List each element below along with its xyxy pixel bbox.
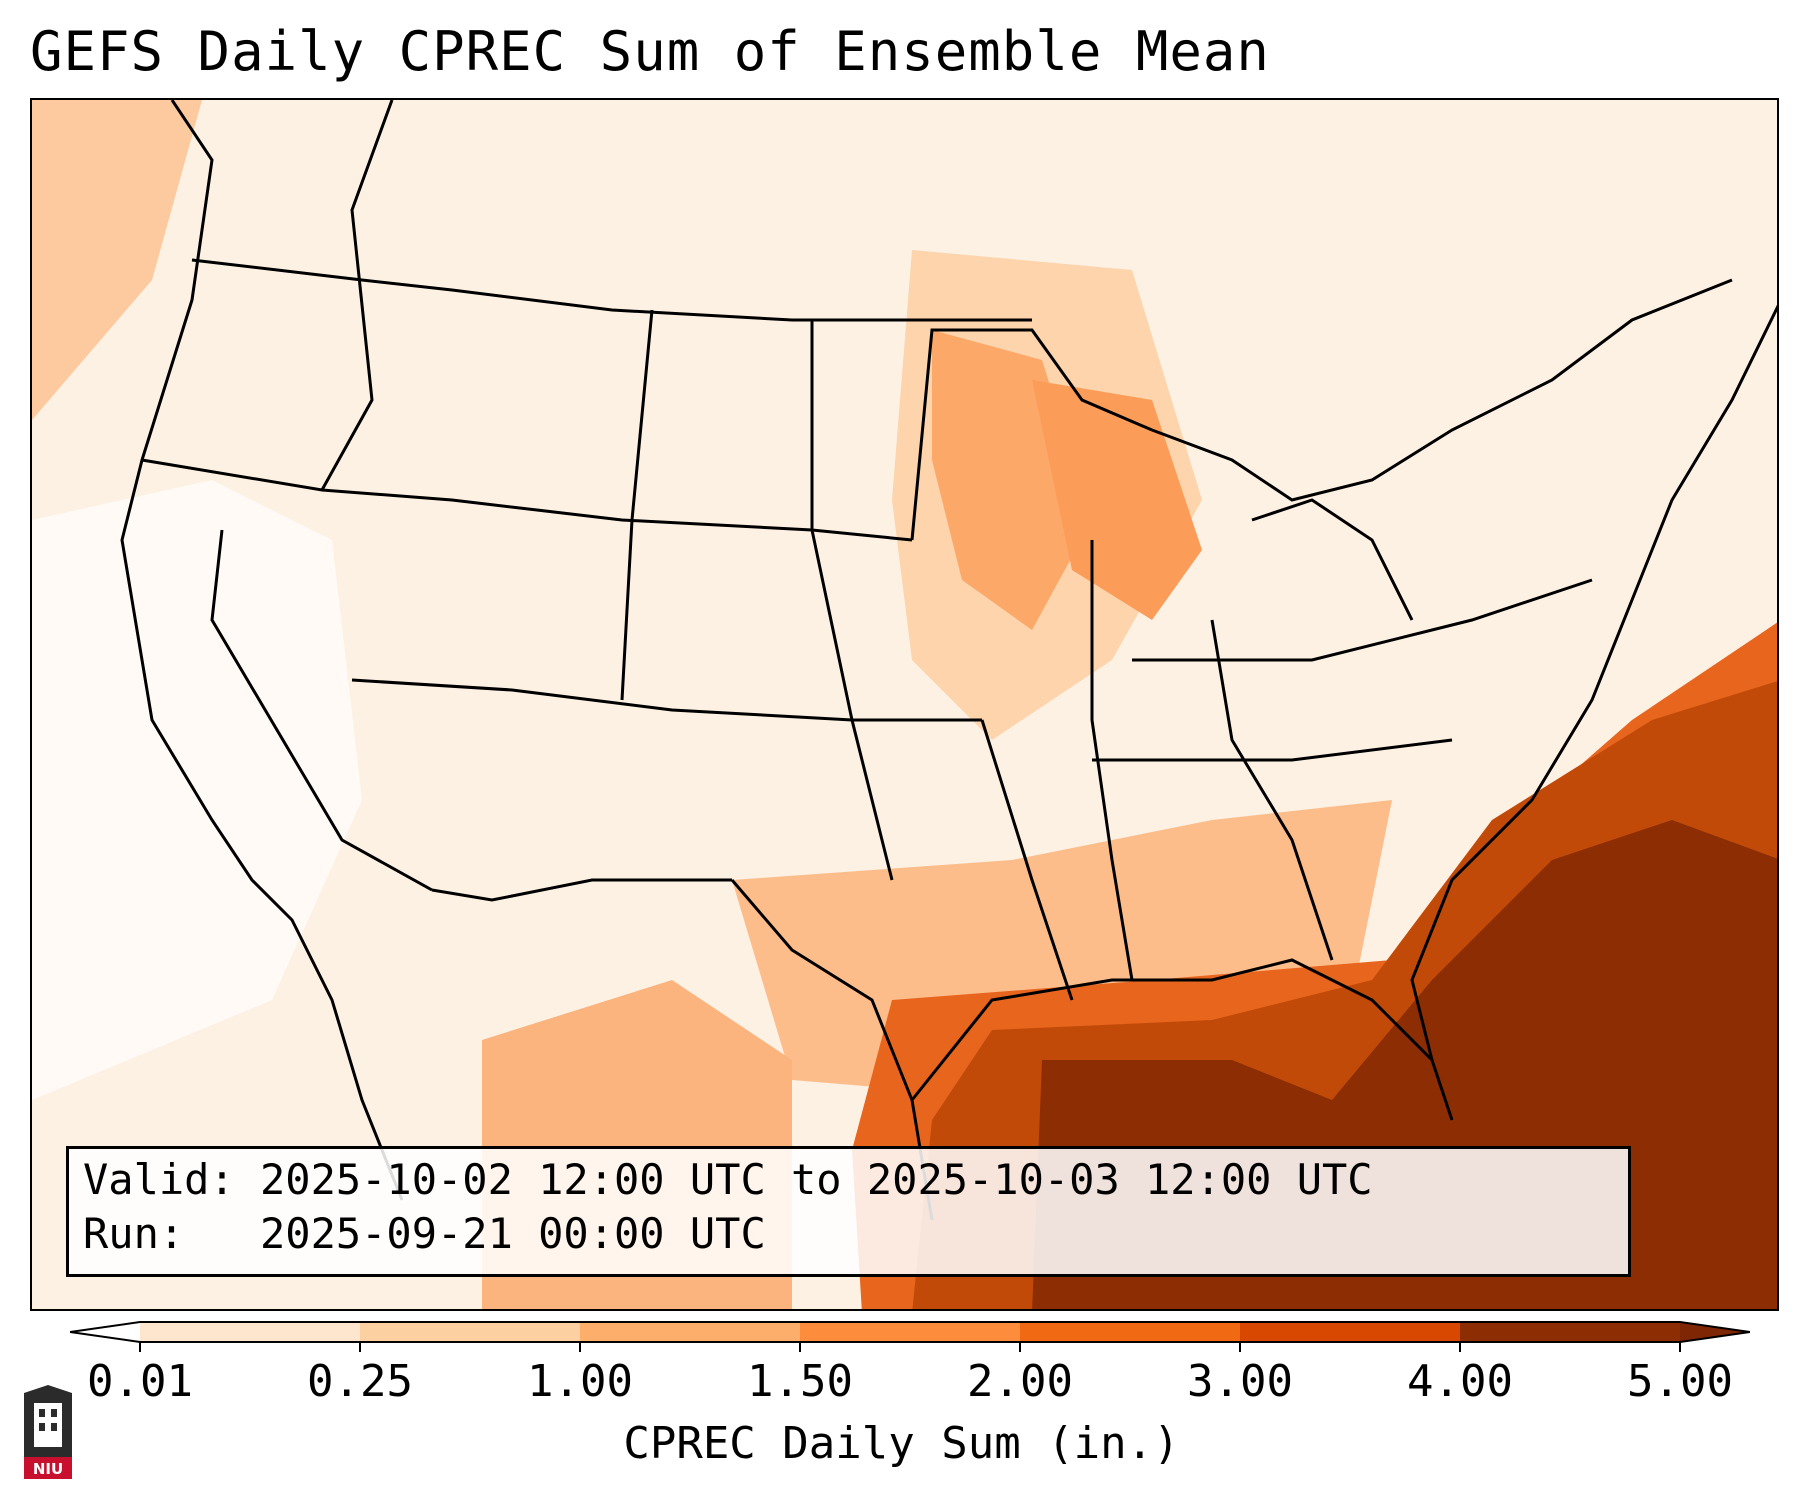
plains-border-1 (620, 309, 654, 701)
colorbar-under-arrow (70, 1322, 140, 1342)
run-time-text: Run: 2025-09-21 00:00 UTC (83, 1209, 766, 1258)
colorbar (70, 1321, 1750, 1352)
great-lakes-border (910, 328, 1153, 541)
valid-time-box: Valid: 2025-10-02 12:00 UTC to 2025-10-0… (66, 1146, 1631, 1277)
wisconsin-precip (1032, 380, 1202, 620)
colorbar-title: CPREC Daily Sum (in.) (623, 1418, 1180, 1469)
texas-coast (730, 879, 934, 1221)
lake-michigan-outline (1251, 498, 1414, 621)
colorbar-segment (800, 1322, 1021, 1342)
mexico-border (431, 878, 732, 902)
colorbar-tick-label: 1.00 (527, 1356, 633, 1407)
nevada-border (210, 529, 433, 892)
colorbar-tick-label: 1.50 (747, 1356, 853, 1407)
logo-banner (24, 1457, 72, 1479)
mid-atlantic-border (1132, 578, 1593, 662)
southeast-border (1210, 619, 1334, 961)
colorbar-segment (1240, 1322, 1461, 1342)
map-canvas (32, 100, 1777, 1309)
oregon-idaho-border (141, 100, 394, 492)
colorbar-tick-label: 5.00 (1627, 1356, 1733, 1407)
colorbar-tick-label: 0.25 (307, 1356, 413, 1407)
niu-logo: NIU (24, 1385, 72, 1479)
plains-border-2 (810, 320, 894, 881)
boundary-lines (120, 100, 1777, 1221)
pacific-coastline (120, 100, 404, 1201)
tennessee-border (1092, 738, 1453, 762)
canada-border (191, 258, 1032, 322)
northeast-border (1151, 278, 1733, 502)
ohio-valley-border (1090, 540, 1134, 981)
logo-building (34, 1403, 62, 1447)
colorbar-over-arrow (1680, 1322, 1750, 1342)
colorbar-tick-label: 4.00 (1407, 1356, 1513, 1407)
colorbar-segment (360, 1322, 581, 1342)
colorbar-tick-label: 0.01 (87, 1356, 193, 1407)
colorbar-segment (140, 1322, 361, 1342)
atlantic-coastline (1410, 304, 1777, 1061)
colorbar-segment (1460, 1322, 1681, 1342)
colorbar-tick-label: 2.00 (967, 1356, 1073, 1407)
precip-map (30, 98, 1779, 1311)
interior-border-1 (321, 488, 913, 542)
mississippi-border (980, 719, 1074, 1001)
gulf-coastline (910, 958, 1454, 1121)
colorbar-segment (580, 1322, 801, 1342)
interior-border-2 (351, 678, 982, 722)
pacific-nw-precip (32, 100, 202, 420)
colorbar-tick-label: 3.00 (1187, 1356, 1293, 1407)
valid-time-text: Valid: 2025-10-02 12:00 UTC to 2025-10-0… (83, 1155, 1373, 1204)
colorbar-segment (1020, 1322, 1241, 1342)
dry-west-region (32, 480, 362, 1100)
chart-title: GEFS Daily CPREC Sum of Ensemble Mean (30, 20, 1270, 83)
logo-text: NIU (33, 1460, 63, 1478)
